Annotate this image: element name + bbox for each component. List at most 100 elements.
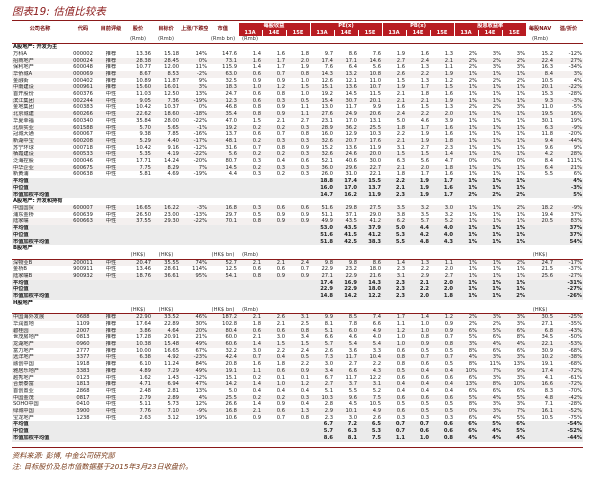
unit-label: (Rmb) <box>238 36 262 45</box>
table-cell: 0.8 <box>238 111 262 118</box>
table-cell: 1.0 <box>396 334 406 341</box>
table-cell: 首开股份 <box>13 91 34 98</box>
table-cell: 4% <box>478 394 503 402</box>
summary-cell: 5.5 <box>382 238 407 246</box>
data-row: 金融街 000402 推荐 10.89 11.87 9% 32.5 0.9 0.9 1.0 12.6… <box>12 78 583 85</box>
summary-cell <box>124 428 152 435</box>
table-cell: 5.4 <box>334 341 358 348</box>
table-cell: 1.2 <box>430 313 455 321</box>
table-cell: 2.89 <box>152 394 180 402</box>
table-cell: 8.5 <box>334 313 358 321</box>
table-cell: 27% <box>554 57 584 65</box>
summary-cell <box>98 421 124 429</box>
table-cell: 推荐 <box>105 64 117 71</box>
summary-cell <box>68 191 98 199</box>
table-cell: 5.81 <box>139 171 151 178</box>
table-cell: 3% <box>492 64 502 71</box>
table-cell: 111% <box>567 158 583 165</box>
data-row: 浦东金桥 600639 中性 26.50 23.00 -13% 29.7 0.5 0.9 0.9 5… <box>12 212 583 219</box>
column-header: 目前评级 <box>98 23 124 37</box>
summary-cell <box>286 184 310 192</box>
unit-label <box>12 251 68 260</box>
table-cell: 1% <box>516 117 526 124</box>
summary-cell <box>180 178 208 185</box>
table-cell: 0813 <box>76 334 90 341</box>
summary-cell: 2.3 <box>382 279 407 287</box>
unit-label <box>334 306 358 315</box>
table-cell: 27.6 <box>310 111 334 118</box>
table-cell: 1% <box>478 137 503 145</box>
summary-cell: 0.8 <box>430 434 455 442</box>
table-cell: 4.0 <box>372 334 382 341</box>
table-cell: -53% <box>554 341 584 348</box>
table-cell: -13% <box>193 211 207 218</box>
table-cell: 推荐 <box>98 70 124 78</box>
table-cell: 1.9 <box>406 137 431 145</box>
table-cell: 2.1 <box>430 57 455 65</box>
summary-cell <box>526 225 555 232</box>
summary-cell <box>152 286 180 294</box>
summary-cell: 1% <box>454 286 479 294</box>
table-cell: 0.3 <box>286 124 310 132</box>
table-cell: 600383 <box>73 104 93 111</box>
table-cell: 中性 <box>105 117 117 124</box>
table-cell: 1.8 <box>420 91 430 98</box>
table-cell: 000024 <box>68 57 98 65</box>
unit-label <box>286 306 310 315</box>
table-cell: -27% <box>554 273 584 280</box>
summary-cell: 市值加权平均值 <box>12 293 68 300</box>
table-cell: 30.9 <box>541 347 554 354</box>
table-cell: 600639 <box>73 211 93 218</box>
table-cell: 0% <box>492 158 502 165</box>
table-cell: 5% <box>454 394 479 402</box>
table-cell: 13.1 <box>369 117 382 124</box>
table-cell: 900932 <box>68 273 98 280</box>
summary-cell: 市值加权平均值 <box>12 191 68 199</box>
table-cell: 12.00 <box>164 64 179 71</box>
table-cell: -5% <box>571 104 583 111</box>
table-cell: 0.3 <box>252 158 261 165</box>
unit-label <box>478 36 503 45</box>
section-title: H股地产 <box>13 299 33 306</box>
table-cell: 10.38 <box>124 341 152 348</box>
table-cell: 0.1 <box>300 374 309 381</box>
table-cell: 5.11 <box>139 401 151 408</box>
data-row: 中华企业 600675 中性 7.75 8.29 7% 14.5 0.2 0.3 0.3 36.0 2… <box>12 164 584 172</box>
unit-label <box>286 251 310 260</box>
table-cell: 1.1 <box>300 104 309 111</box>
table-cell: 1% <box>502 218 527 226</box>
unit-label <box>478 251 503 260</box>
table-cell: 11.24 <box>164 361 179 368</box>
table-cell: 0.3 <box>420 414 430 421</box>
year-header: 15E <box>285 29 310 37</box>
table-cell: 6.6 <box>334 367 358 375</box>
summary-cell <box>68 428 98 435</box>
table-cell: 000402 <box>73 77 93 84</box>
table-cell: 0.5 <box>444 347 454 354</box>
table-cell: 9% <box>502 367 527 375</box>
summary-cell: 5.3 <box>358 428 383 435</box>
table-cell: 30.1 <box>541 117 554 124</box>
summary-cell <box>68 225 98 232</box>
table-cell: 2.1 <box>238 408 262 415</box>
unit-label <box>382 251 407 260</box>
table-cell: 中性 <box>98 204 124 212</box>
summary-cell <box>262 428 286 435</box>
data-row: 宝龙地产 1238 中性 2.63 3.12 19% 10.6 0.9 0.7 0.8 2.3 3.0… <box>12 415 583 422</box>
table-cell: 1.5 <box>252 117 261 124</box>
table-cell: 52.7 <box>208 259 238 267</box>
unit-label <box>554 306 584 315</box>
summary-cell: 4.8 <box>406 238 431 246</box>
summary-cell <box>180 238 208 246</box>
table-cell: 95% <box>180 273 208 280</box>
table-cell: 1109 <box>76 320 90 327</box>
table-cell: 0.3 <box>262 137 286 145</box>
table-cell: 3% <box>516 50 526 57</box>
column-header: 公司名称 <box>12 23 68 37</box>
summary-cell <box>286 293 310 300</box>
summary-cell <box>152 225 180 232</box>
summary-cell <box>238 191 262 199</box>
table-cell: 金地集团 <box>13 104 34 111</box>
table-cell: 2.2 <box>420 266 430 273</box>
summary-cell: 8.1 <box>334 434 358 442</box>
